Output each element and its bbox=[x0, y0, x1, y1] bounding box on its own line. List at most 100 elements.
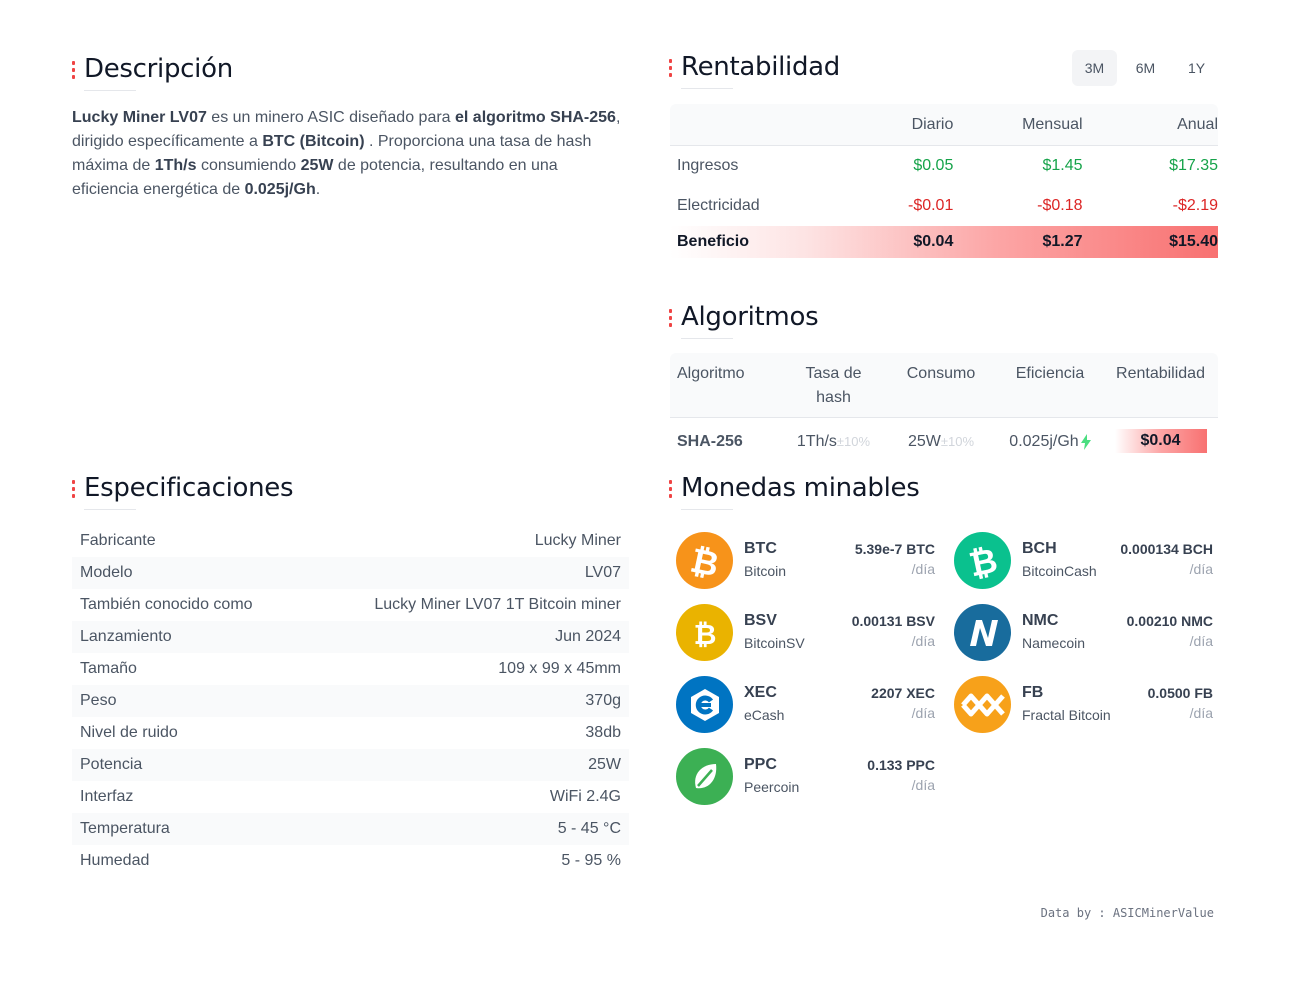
coin-item-nmc[interactable]: NMC Namecoin 0.00210 NMC /día bbox=[954, 604, 1214, 664]
section-dots-icon bbox=[669, 480, 672, 498]
hashrate-cell: 1Th/s±10% bbox=[782, 433, 885, 451]
spec-value: WiFi 2.4G bbox=[549, 788, 621, 805]
algorithms-table: Algoritmo Tasa de hash Consumo Eficienci… bbox=[670, 353, 1218, 466]
bitcoin-cash-icon: ₿ bbox=[954, 532, 1011, 589]
coin-symbol: BTC bbox=[744, 540, 777, 557]
spec-row-weight: Peso 370g bbox=[72, 685, 629, 717]
electricity-annual: -$2.19 bbox=[1172, 197, 1218, 214]
coin-item-ppc[interactable]: PPC Peercoin 0.133 PPC /día bbox=[676, 748, 936, 808]
spec-row-size: Tamaño 109 x 99 x 45mm bbox=[72, 653, 629, 685]
desc-text: de potencia, resultando en una eficienci… bbox=[72, 157, 558, 198]
algorithm-name[interactable]: SHA-256 bbox=[677, 433, 743, 450]
coin-name: Bitcoin bbox=[744, 563, 787, 579]
spec-value: Jun 2024 bbox=[555, 628, 621, 645]
table-row-electricity: Electricidad -$0.01 -$0.18 -$2.19 bbox=[670, 186, 1218, 226]
coin-symbol: BCH bbox=[1022, 540, 1057, 557]
monedas-title: Monedas minables bbox=[669, 473, 920, 503]
spec-label: Peso bbox=[80, 692, 117, 709]
coin-amount: 0.00131 BSV bbox=[851, 613, 935, 629]
spec-value: LV07 bbox=[584, 564, 621, 581]
spec-value: 25W bbox=[588, 756, 621, 773]
especificaciones-heading: Especificaciones bbox=[84, 473, 294, 503]
tab-6m[interactable]: 6M bbox=[1135, 60, 1156, 76]
spec-row-power: Potencia 25W bbox=[72, 749, 629, 781]
coin-name: Fractal Bitcoin bbox=[1022, 707, 1111, 723]
svg-text:₿: ₿ bbox=[966, 541, 1000, 581]
coin-item-xec[interactable]: XEC eCash 2207 XEC /día bbox=[676, 676, 936, 736]
tab-1y[interactable]: 1Y bbox=[1187, 60, 1206, 76]
row-label: Beneficio bbox=[677, 233, 750, 250]
coin-item-bsv[interactable]: ₿ BSV BitcoinSV 0.00131 BSV /día bbox=[676, 604, 936, 664]
row-label: Electricidad bbox=[677, 197, 760, 214]
desc-text: consumiendo bbox=[196, 157, 301, 174]
monedas-heading: Monedas minables bbox=[681, 473, 920, 503]
desc-text: . Proporciona una tasa de hash máxima de bbox=[72, 133, 592, 174]
electricity-monthly: -$0.18 bbox=[1037, 197, 1083, 214]
income-daily: $0.05 bbox=[913, 157, 954, 174]
income-annual: $17.35 bbox=[1169, 157, 1218, 174]
header-annual: Anual bbox=[1177, 115, 1218, 133]
desc-text: es un minero ASIC diseñado para bbox=[206, 109, 456, 126]
bitcoin-icon: ₿ bbox=[676, 532, 733, 589]
divider bbox=[84, 509, 136, 510]
coin-name: Peercoin bbox=[744, 779, 800, 795]
income-monthly: $1.45 bbox=[1042, 157, 1083, 174]
desc-text: , dirigido específicamente a bbox=[72, 109, 621, 150]
data-attribution: Data by : ASICMinerValue bbox=[1040, 906, 1214, 920]
power-value: 25W bbox=[300, 157, 334, 174]
divider bbox=[681, 88, 733, 89]
section-dots-icon bbox=[669, 59, 672, 77]
coin-symbol: XEC bbox=[744, 684, 777, 701]
spec-label: Tamaño bbox=[80, 660, 137, 677]
header-monthly: Mensual bbox=[1022, 115, 1083, 133]
coin-per-day: /día bbox=[1189, 705, 1213, 721]
spec-value: 5 - 45 °C bbox=[557, 820, 621, 837]
coin-item-bch[interactable]: ₿ BCH BitcoinCash 0.000134 BCH /día bbox=[954, 532, 1214, 592]
spec-row-aka: También conocido como Lucky Miner LV07 1T… bbox=[72, 589, 629, 621]
header-algorithm: Algoritmo bbox=[677, 365, 745, 382]
coin-per-day: /día bbox=[911, 561, 935, 577]
spec-row-humidity: Humedad 5 - 95 % bbox=[72, 845, 629, 877]
spec-row-interface: Interfaz WiFi 2.4G bbox=[72, 781, 629, 813]
tab-3m[interactable]: 3M bbox=[1072, 50, 1117, 86]
efficiency-value: 0.025j/Gh bbox=[244, 181, 316, 198]
spec-value: 5 - 95 % bbox=[561, 852, 621, 869]
coin-amount: 5.39e-7 BTC bbox=[854, 541, 935, 557]
algoritmos-heading: Algoritmos bbox=[681, 302, 819, 332]
spec-label: Humedad bbox=[80, 852, 150, 869]
namecoin-icon bbox=[954, 604, 1011, 661]
spec-value: Lucky Miner LV07 1T Bitcoin miner bbox=[374, 596, 621, 613]
coin-name: BTC (Bitcoin) bbox=[262, 133, 365, 150]
spec-label: Interfaz bbox=[80, 788, 134, 805]
coin-symbol: PPC bbox=[744, 756, 777, 773]
power-value: 25W bbox=[907, 433, 941, 450]
table-row: SHA-256 1Th/s±10% 25W±10% 0.025j/Gh $0.0… bbox=[670, 418, 1218, 466]
profit-daily: $0.04 bbox=[913, 233, 954, 250]
coin-amount: 0.00210 NMC bbox=[1126, 613, 1213, 629]
section-dots-icon bbox=[72, 61, 75, 79]
spec-value: 109 x 99 x 45mm bbox=[498, 660, 621, 677]
coin-item-fb[interactable]: FB Fractal Bitcoin 0.0500 FB /día bbox=[954, 676, 1214, 736]
algoritmos-title: Algoritmos bbox=[669, 302, 819, 332]
coin-name: BitcoinCash bbox=[1022, 563, 1097, 579]
rentabilidad-heading: Rentabilidad bbox=[681, 52, 841, 82]
hashrate-value: 1Th/s bbox=[154, 157, 197, 174]
spec-row-manufacturer: Fabricante Lucky Miner bbox=[72, 525, 629, 557]
rentabilidad-title: Rentabilidad bbox=[669, 52, 840, 82]
header-hashrate: Tasa de hash bbox=[805, 365, 862, 406]
profit-annual: $15.40 bbox=[1169, 233, 1218, 250]
coin-item-btc[interactable]: ₿ BTC Bitcoin 5.39e-7 BTC /día bbox=[676, 532, 936, 592]
descripcion-title: Descripción bbox=[72, 54, 233, 84]
spec-value: Lucky Miner bbox=[534, 532, 621, 549]
section-dots-icon bbox=[669, 309, 672, 327]
table-header: Diario Mensual Anual bbox=[670, 104, 1218, 146]
spec-label: Modelo bbox=[80, 564, 133, 581]
table-row-profit: Beneficio $0.04 $1.27 $15.40 bbox=[670, 226, 1218, 258]
header-daily: Diario bbox=[911, 115, 954, 133]
ecash-icon bbox=[676, 676, 733, 733]
coin-symbol: NMC bbox=[1022, 612, 1059, 629]
especificaciones-title: Especificaciones bbox=[72, 473, 294, 503]
desc-text: . bbox=[315, 181, 321, 198]
coin-name: eCash bbox=[744, 707, 785, 723]
spec-row-temperature: Temperatura 5 - 45 °C bbox=[72, 813, 629, 845]
